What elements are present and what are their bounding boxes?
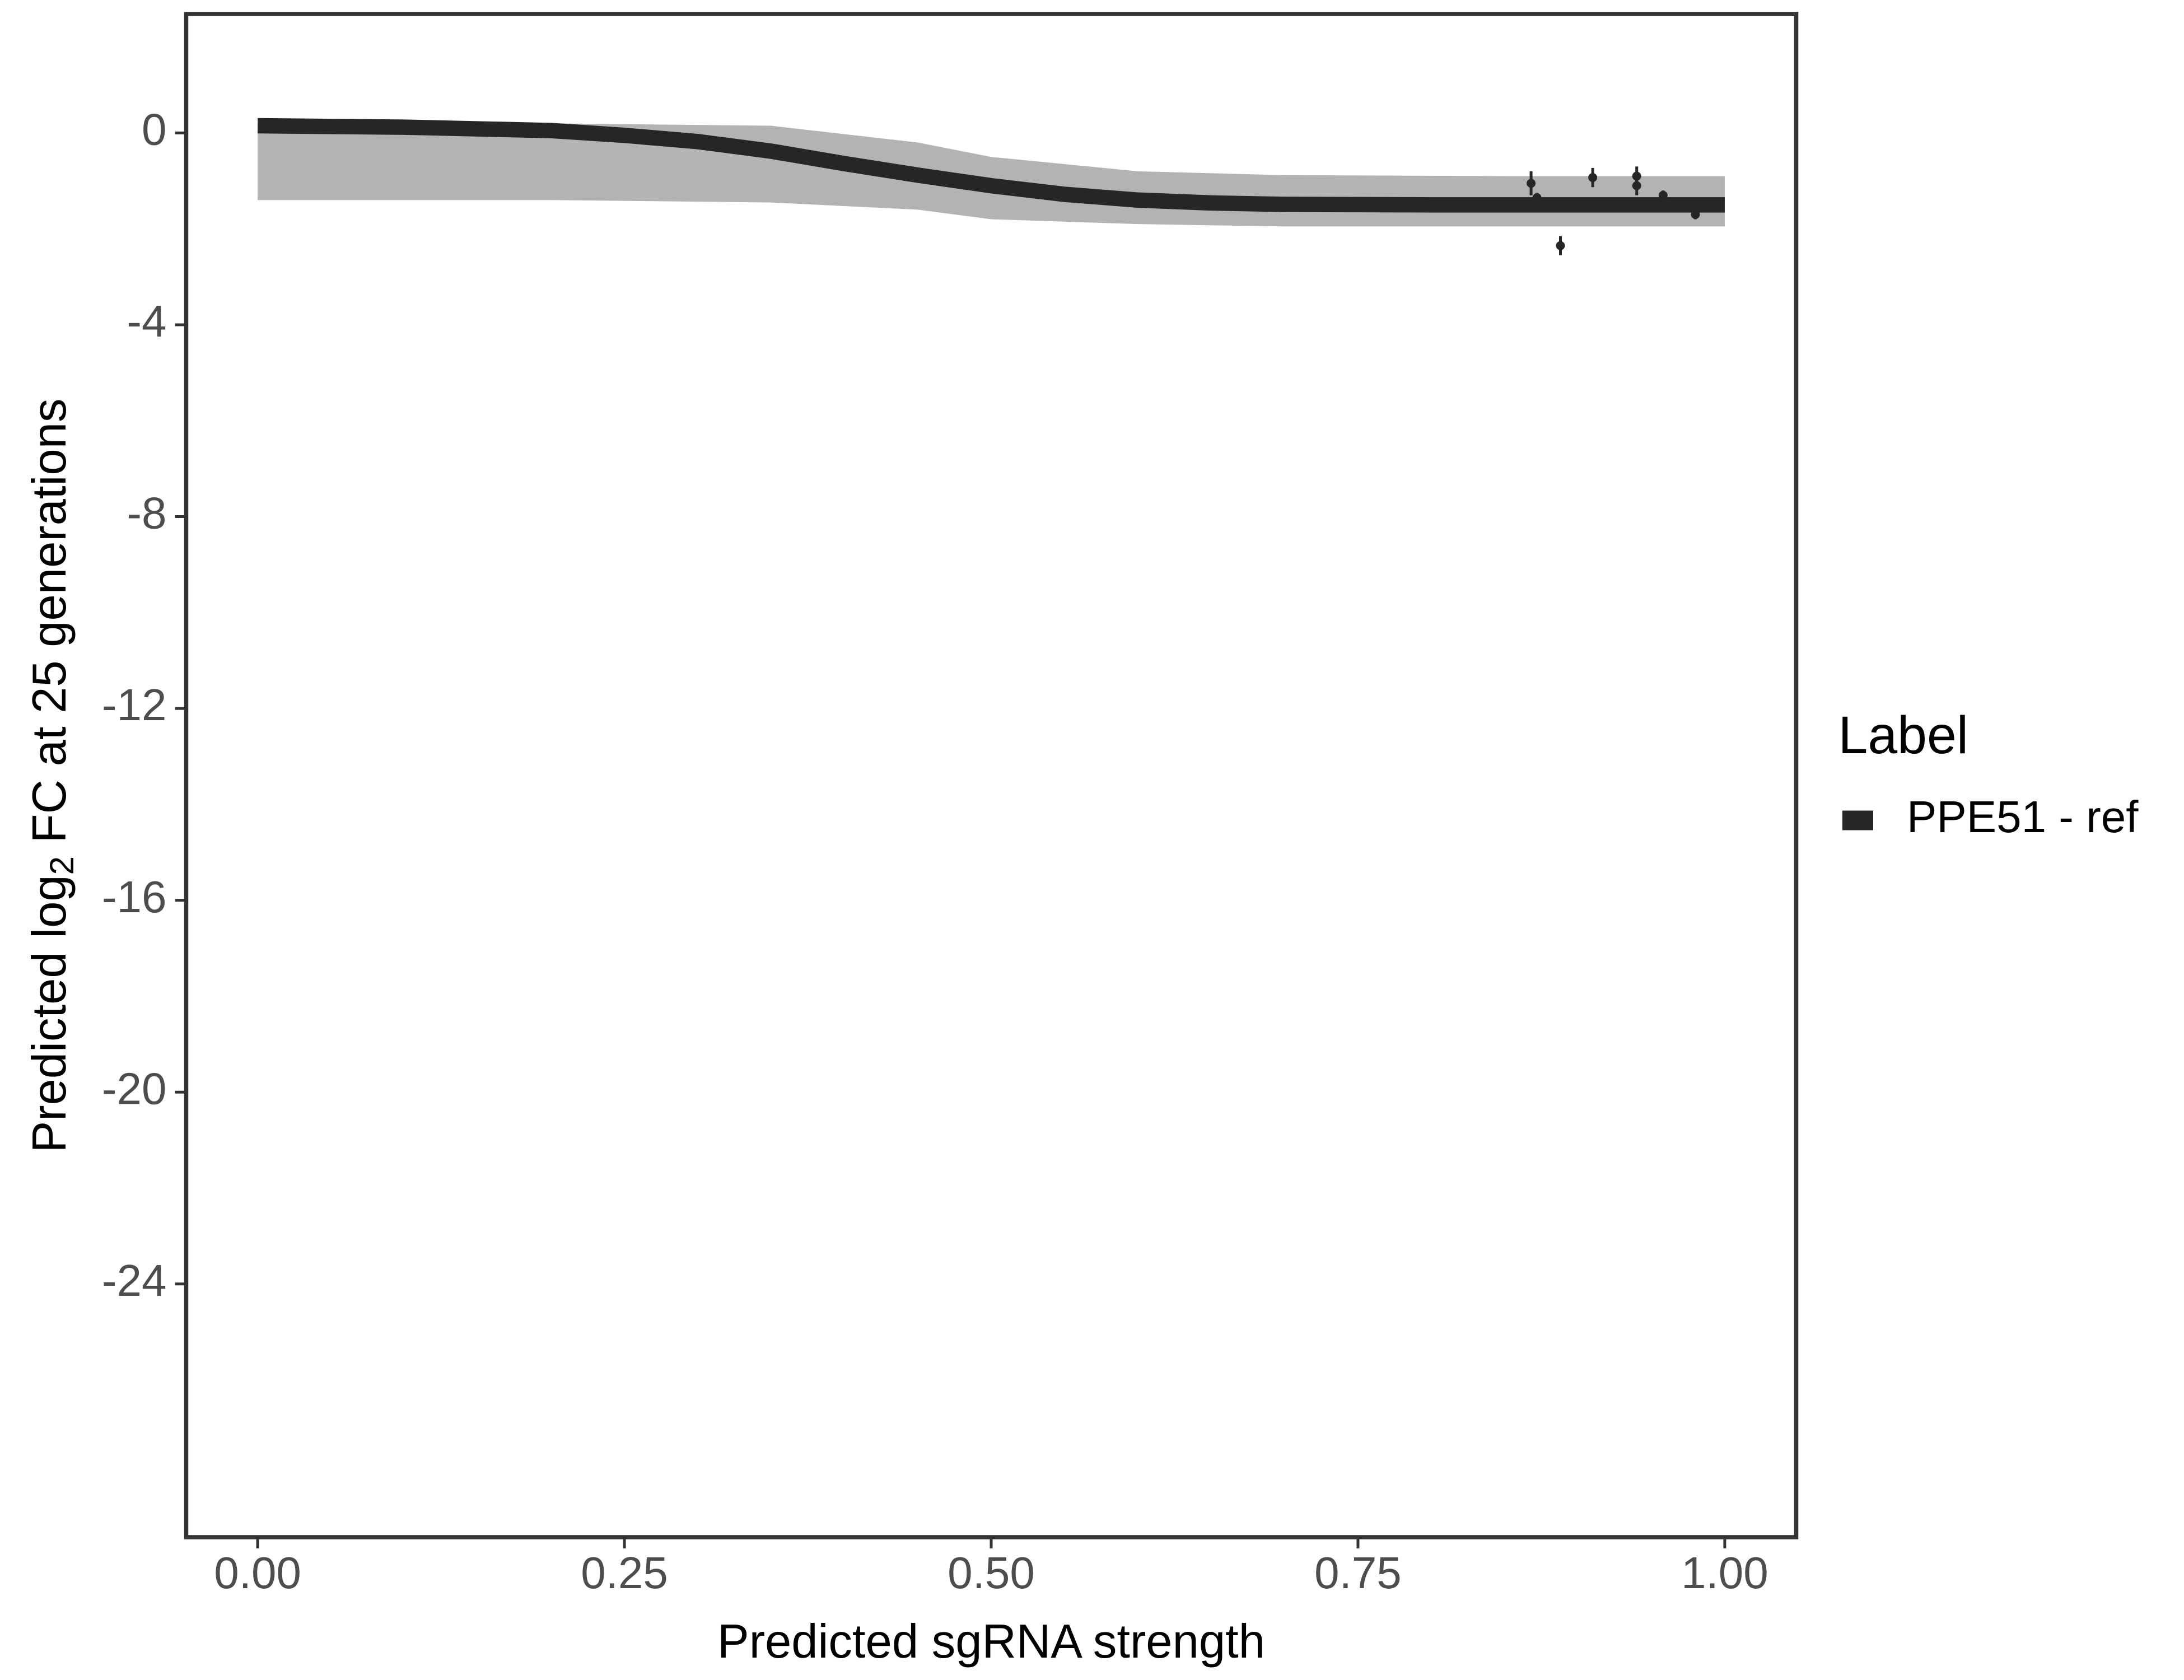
x-axis-title: Predicted sgRNA strength	[717, 1615, 1265, 1668]
y-tick-label: -4	[127, 296, 166, 346]
x-tick-label: 0.50	[948, 1548, 1035, 1598]
data-point	[1588, 173, 1598, 183]
x-tick-label: 0.25	[581, 1548, 668, 1598]
y-tick-label: -12	[102, 680, 167, 730]
y-tick-label: -16	[102, 872, 167, 922]
data-point	[1532, 193, 1542, 203]
y-axis-title: Predicted log2 FC at 25 generations	[23, 399, 80, 1153]
data-point	[1625, 203, 1634, 212]
plot-area	[257, 118, 1725, 255]
legend-title: Label	[1838, 706, 1968, 765]
y-title-part: Predicted log	[23, 875, 76, 1152]
data-point	[1691, 209, 1700, 219]
y-title-part: FC at 25 generations	[23, 399, 76, 856]
data-point	[1556, 241, 1565, 250]
data-point	[1527, 179, 1536, 188]
x-tick-label: 0.00	[214, 1548, 301, 1598]
data-point	[1658, 190, 1668, 200]
legend-label: PPE51 - ref	[1907, 792, 2139, 842]
y-tick-label: -8	[127, 488, 166, 538]
x-tick-label: 0.75	[1314, 1548, 1402, 1598]
y-title-sub: 2	[43, 856, 81, 875]
y-tick-label: -20	[102, 1063, 167, 1113]
x-tick-label: 1.00	[1681, 1548, 1768, 1598]
data-point	[1632, 181, 1641, 190]
y-tick-label: -24	[102, 1256, 167, 1305]
fit-line	[257, 118, 1725, 213]
legend-key	[1842, 810, 1873, 830]
y-tick-label: 0	[142, 105, 167, 155]
